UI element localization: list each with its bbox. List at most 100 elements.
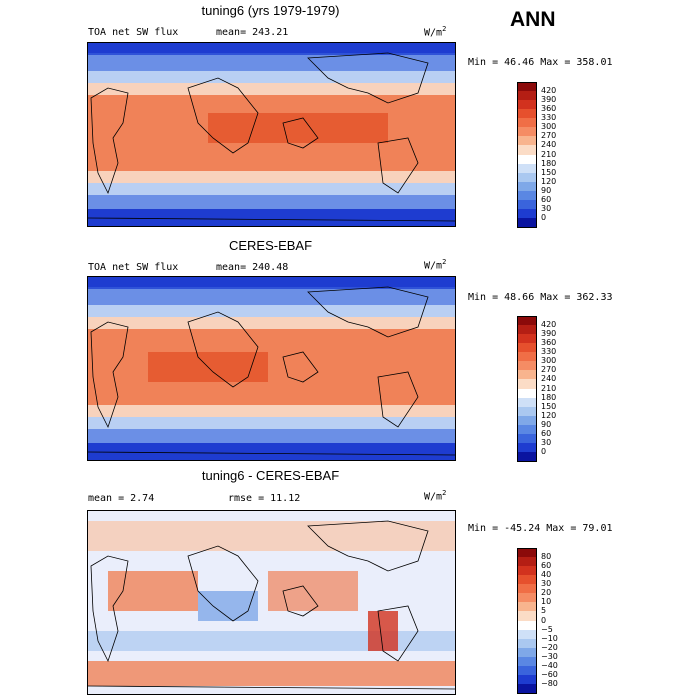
colorbar-swatch [517, 566, 537, 576]
colorbar-swatch [517, 190, 537, 201]
panel2-title: CERES-EBAF [228, 238, 313, 253]
colorbar-tick-label: 10 [541, 597, 552, 607]
colorbar-tick-label: −80 [541, 678, 558, 688]
panel1-mean-label: mean= 243.21 [216, 27, 289, 38]
colorbar-swatch [517, 629, 537, 640]
colorbar-tick-label: −30 [541, 651, 558, 661]
panel3-rmse-label: rmse = 11.12 [228, 493, 301, 504]
colorbar-swatch [517, 424, 537, 435]
colorbar-swatch [517, 136, 537, 146]
colorbar-swatch [517, 343, 537, 353]
colorbar-swatch [517, 379, 537, 389]
colorbar-tick-label: 90 [541, 419, 552, 429]
panel1-minmax: Min = 46.46 Max = 358.01 [468, 57, 613, 68]
colorbar-swatch [517, 442, 537, 453]
colorbar-swatch [517, 415, 537, 426]
colorbar-swatch [517, 100, 537, 110]
panel2-map [87, 276, 456, 461]
colorbar-swatch [517, 361, 537, 371]
colorbar-swatch [517, 316, 537, 326]
colorbar-swatch [517, 620, 537, 631]
colorbar-tick-label: 300 [541, 122, 557, 132]
panel3-minmax: Min = -45.24 Max = 79.01 [468, 523, 613, 534]
colorbar-swatch [517, 575, 537, 585]
colorbar-swatch [517, 91, 537, 101]
colorbar-tick-label: 240 [541, 374, 557, 384]
colorbar-swatch [517, 665, 537, 676]
colorbar-tick-label: 30 [541, 437, 552, 447]
panel2-units: W/m2 [424, 258, 447, 272]
panel3-units: W/m2 [424, 489, 447, 503]
colorbar-swatch [517, 208, 537, 219]
colorbar-swatch [517, 584, 537, 594]
colorbar-tick-label: 330 [541, 113, 557, 123]
colorbar-tick-label: 0 [541, 615, 547, 625]
colorbar-tick-label: 60 [541, 428, 552, 438]
colorbar-swatch [517, 163, 537, 174]
colorbar-swatch [517, 154, 537, 165]
panel3-mean-label: mean = 2.74 [88, 493, 155, 504]
colorbar-tick-label: −10 [541, 633, 558, 643]
panel3-map [87, 510, 456, 695]
colorbar-tick-label: 270 [541, 131, 557, 141]
panel2-map-svg [88, 277, 455, 460]
colorbar-tick-label: 270 [541, 365, 557, 375]
panel1-colorbar: 420 390 360 330 300 270 240 210 180 150 120 90 60 30 0 [517, 82, 577, 228]
panel2-variable-label: TOA net SW flux [88, 262, 179, 273]
colorbar-tick-label: 5 [541, 606, 547, 616]
season-label: ANN [510, 8, 556, 31]
colorbar-swatch [517, 181, 537, 192]
colorbar-swatch [517, 683, 537, 694]
colorbar-tick-label: 300 [541, 356, 557, 366]
colorbar-tick-label: 60 [541, 561, 552, 571]
colorbar-tick-label: 0 [541, 446, 547, 456]
colorbar-tick-label: 360 [541, 338, 557, 348]
panel1-title: tuning6 (yrs 1979-1979) [201, 3, 340, 18]
colorbar-swatch [517, 451, 537, 462]
colorbar-tick-label: 180 [541, 158, 557, 168]
colorbar-tick-label: 420 [541, 86, 557, 96]
colorbar-swatch [517, 109, 537, 119]
panel3-title: tuning6 - CERES-EBAF [201, 468, 340, 483]
colorbar-swatch [517, 638, 537, 649]
colorbar-tick-label: 180 [541, 392, 557, 402]
colorbar-swatch [517, 199, 537, 210]
colorbar-swatch [517, 127, 537, 137]
colorbar-swatch [517, 352, 537, 362]
colorbar-tick-label: −40 [541, 660, 558, 670]
colorbar-swatch [517, 334, 537, 344]
colorbar-swatch [517, 611, 537, 621]
colorbar-tick-label: 390 [541, 95, 557, 105]
colorbar-swatch [517, 217, 537, 228]
panel2-colorbar: 420 390 360 330 300 270 240 210 180 150 120 90 60 30 0 [517, 316, 577, 462]
panel1-variable-label: TOA net SW flux [88, 27, 179, 38]
colorbar-swatch [517, 548, 537, 558]
colorbar-swatch [517, 406, 537, 417]
colorbar-swatch [517, 388, 537, 399]
panel1-units: W/m2 [424, 25, 447, 39]
panel3-colorbar: 80 60 40 30 20 10 5 0 −5 −10 −20 −30 −40 −60 −80 [517, 548, 577, 694]
colorbar-swatch [517, 397, 537, 408]
colorbar-tick-label: 390 [541, 329, 557, 339]
colorbar-tick-label: 90 [541, 185, 552, 195]
colorbar-swatch [517, 656, 537, 667]
colorbar-swatch [517, 647, 537, 658]
colorbar-swatch [517, 433, 537, 444]
colorbar-tick-label: 30 [541, 579, 552, 589]
colorbar-swatch [517, 145, 537, 155]
colorbar-tick-label: 120 [541, 176, 557, 186]
panel3-map-svg [88, 511, 455, 694]
colorbar-tick-label: 420 [541, 320, 557, 330]
colorbar-swatch [517, 370, 537, 380]
panel1-map-svg [88, 43, 455, 226]
panel2-mean-label: mean= 240.48 [216, 262, 289, 273]
colorbar-tick-label: 40 [541, 570, 552, 580]
colorbar-tick-label: 60 [541, 194, 552, 204]
colorbar-tick-label: 210 [541, 383, 557, 393]
colorbar-tick-label: 20 [541, 588, 552, 598]
colorbar-swatch [517, 118, 537, 128]
colorbar-swatch [517, 82, 537, 92]
colorbar-tick-label: −5 [541, 624, 553, 634]
colorbar-tick-label: 210 [541, 149, 557, 159]
colorbar-tick-label: 120 [541, 410, 557, 420]
